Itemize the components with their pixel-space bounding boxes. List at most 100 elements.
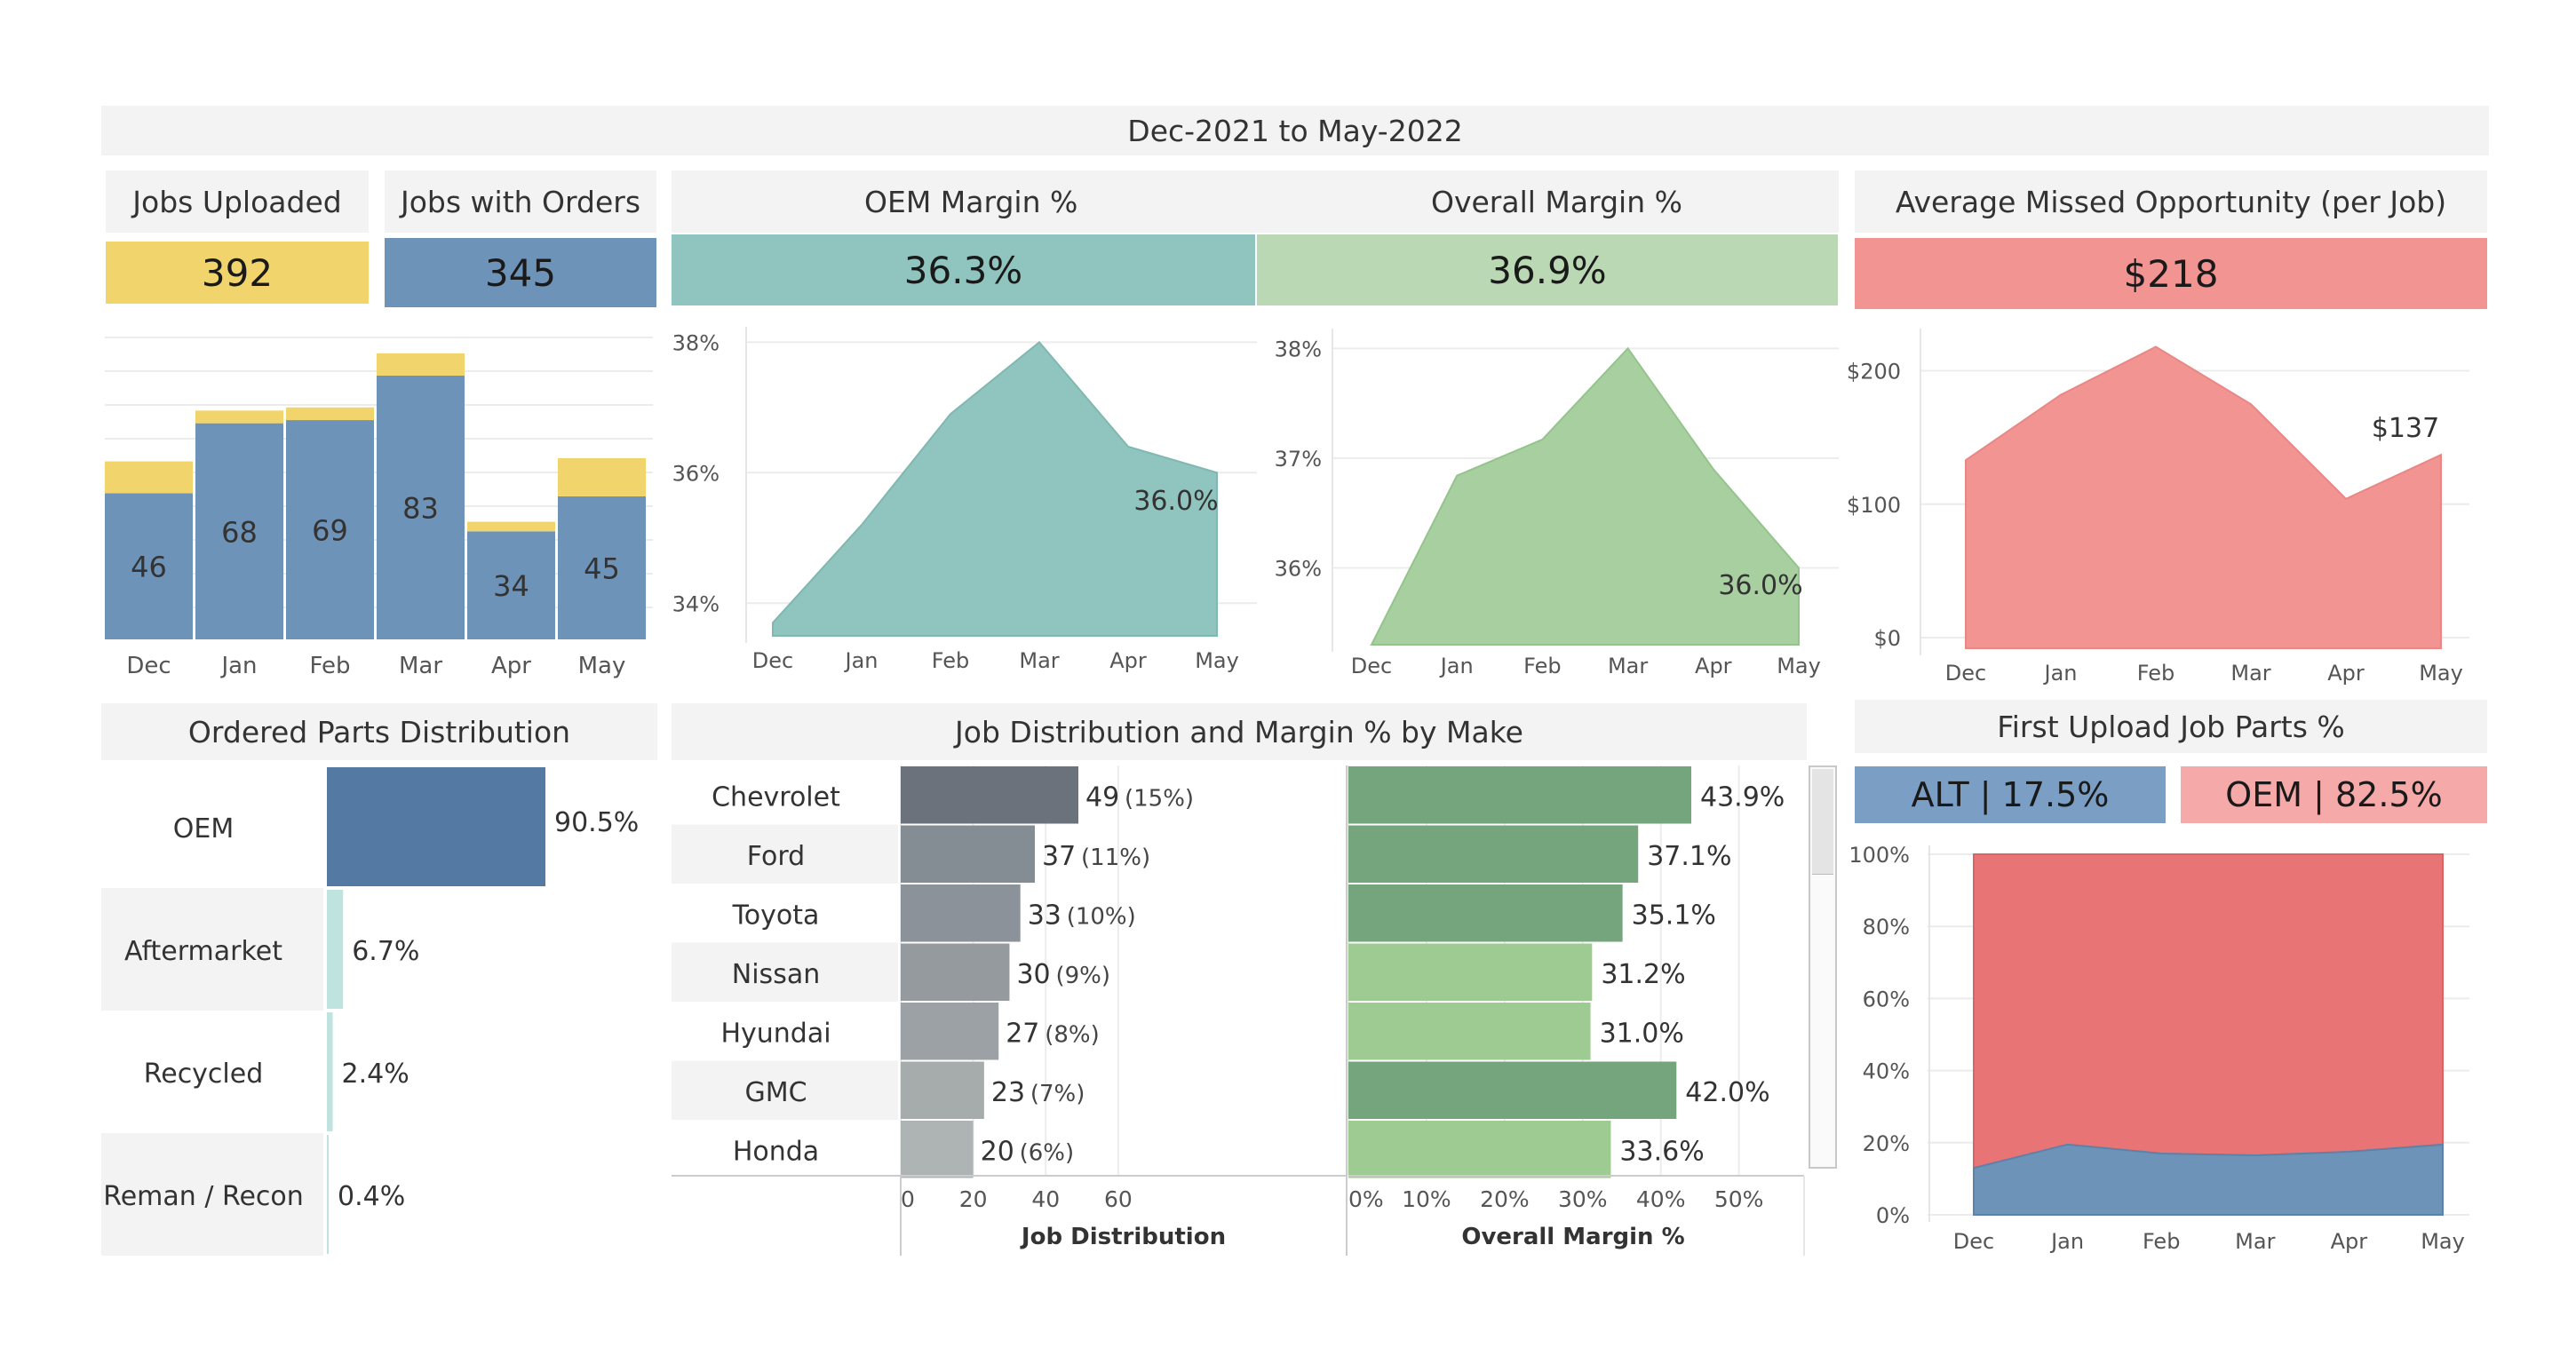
bar-recycled [327, 1012, 333, 1131]
category-label: Recycled [144, 1059, 264, 1090]
category-label: Reman / Recon [103, 1181, 304, 1212]
x-tick-label: Feb [2137, 661, 2175, 686]
area-series [1370, 346, 1800, 646]
y-tick-label: 80% [1863, 915, 1910, 940]
x-tick-label: 0 [901, 1186, 915, 1212]
margin-value-label: 31.2% [1601, 959, 1685, 990]
x-tick-label: Apr [2327, 661, 2365, 686]
overall-margin-header: Overall Margin % [1257, 170, 1839, 233]
job-value-label: 23 [991, 1077, 1025, 1108]
x-tick-label: May [578, 653, 626, 679]
oem-margin-header: OEM Margin % [672, 170, 1257, 233]
missed-opportunity-value: $218 [1855, 238, 2487, 309]
area-alt [1973, 1143, 2444, 1216]
make-label: Ford [747, 841, 805, 872]
area-series [1965, 345, 2442, 649]
job-bar-nissan [901, 943, 1010, 1001]
alt-share-badge: ALT | 17.5% [1855, 766, 2166, 823]
x-tick-label: 40% [1636, 1186, 1686, 1212]
value-label: 2.4% [342, 1059, 409, 1090]
ordered-parts-header: Ordered Parts Distribution [101, 703, 657, 760]
make-label: Hyundai [720, 1018, 831, 1049]
make-distribution-chart: Chevrolet 49 (15%) 43.9% Ford 37 (11%) 37.1% Toy… [672, 765, 1805, 1256]
value-label: 90.5% [554, 807, 639, 838]
x-axis-title: Overall Margin % [1461, 1224, 1684, 1250]
y-tick-label: 37% [1275, 447, 1322, 472]
bar-orders-apr [467, 531, 555, 639]
row-label-background [101, 1133, 323, 1256]
overall-margin-value: 36.9% [1257, 234, 1838, 305]
bar-orders-may [558, 496, 646, 639]
x-tick-label: 20 [959, 1186, 988, 1212]
area-series [772, 340, 1218, 637]
bar-uploads-extra-jan [195, 410, 283, 424]
margin-bar-toyota [1348, 884, 1623, 942]
job-pct-label: (6%) [1020, 1139, 1075, 1166]
make-label: Nissan [732, 959, 820, 990]
x-tick-label: Jan [219, 653, 257, 679]
bar-uploads-extra-dec [105, 461, 193, 494]
margin-bar-honda [1348, 1121, 1611, 1178]
x-tick-label: Apr [2331, 1229, 2368, 1254]
jobs-stacked-bar-chart: 46 Dec 68 Jan 69 Feb 83 Mar 34 Apr 45 May [105, 337, 653, 679]
y-tick-label: 38% [1275, 337, 1322, 361]
y-tick-label: 20% [1863, 1131, 1910, 1156]
x-tick-label: Mar [399, 653, 442, 679]
bar-uploads-extra-apr [467, 521, 555, 532]
job-bar-ford [901, 825, 1036, 883]
bar-oem [327, 767, 545, 886]
make-label: Honda [733, 1136, 819, 1167]
x-tick-label: Mar [2235, 1229, 2275, 1254]
x-tick-label: Apr [1695, 654, 1732, 678]
bar-uploads-extra-feb [286, 407, 374, 421]
bar-label: 83 [402, 491, 439, 525]
job-value-label: 27 [1006, 1018, 1039, 1049]
job-pct-label: (15%) [1125, 785, 1194, 812]
annotation-label: $137 [2372, 413, 2439, 444]
annotation-label: 36.0% [1718, 570, 1802, 601]
x-tick-label: Dec [752, 648, 793, 673]
oem-share-badge: OEM | 82.5% [2181, 766, 2487, 823]
category-label: OEM [173, 813, 234, 845]
x-tick-label: Feb [932, 648, 970, 673]
margin-value-label: 43.9% [1700, 781, 1785, 813]
x-tick-label: 10% [1402, 1186, 1451, 1212]
x-tick-label: Dec [1953, 1229, 1994, 1254]
job-value-label: 49 [1085, 781, 1119, 813]
scrollbar-thumb[interactable] [1812, 769, 1833, 875]
x-tick-label: Jan [2043, 661, 2078, 686]
jobs-with-orders-value: 345 [385, 238, 656, 307]
missed-opportunity-area-chart: $0 $100 $200 Dec Jan Feb Mar Apr May $137 [1848, 329, 2469, 686]
value-label: 0.4% [338, 1181, 405, 1212]
missed-opportunity-header: Average Missed Opportunity (per Job) [1855, 170, 2487, 233]
make-label: Chevrolet [712, 781, 840, 813]
y-tick-label: 38% [672, 330, 720, 355]
y-tick-label: 60% [1863, 987, 1910, 1011]
x-tick-label: Feb [1523, 654, 1562, 678]
margin-value-label: 42.0% [1685, 1077, 1769, 1108]
margin-bar-ford [1348, 825, 1639, 883]
bar-reman-recon [327, 1135, 329, 1254]
category-label: Aftermarket [124, 936, 282, 967]
y-tick-label: 36% [672, 461, 720, 486]
job-bar-honda [901, 1121, 974, 1178]
job-pct-label: (11%) [1081, 845, 1150, 871]
margin-value-label: 33.6% [1619, 1136, 1704, 1167]
job-bar-toyota [901, 884, 1021, 942]
x-tick-label: 0% [1348, 1186, 1384, 1212]
bar-label: 45 [584, 551, 620, 585]
x-tick-label: Dec [126, 653, 171, 679]
job-bar-gmc [901, 1061, 984, 1119]
x-tick-label: Dec [1351, 654, 1392, 678]
x-tick-label: 40 [1031, 1186, 1060, 1212]
x-tick-label: Jan [844, 648, 879, 673]
overall-margin-area-chart: 36% 37% 38% Dec Jan Feb Mar Apr May 36.0% [1275, 329, 1839, 678]
job-value-label: 30 [1016, 959, 1050, 990]
x-tick-label: Dec [1945, 661, 1986, 686]
make-list-scrollbar[interactable] [1809, 765, 1837, 1169]
oem-margin-area-chart: 34% 36% 38% Dec Jan Feb Mar Apr May 36.0% [672, 327, 1257, 673]
job-pct-label: (8%) [1045, 1021, 1100, 1048]
job-value-label: 37 [1042, 841, 1076, 872]
bar-orders-mar [377, 375, 465, 639]
x-tick-label: Jan [2049, 1229, 2084, 1254]
